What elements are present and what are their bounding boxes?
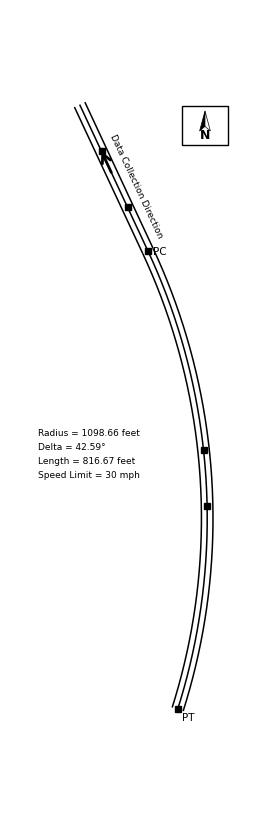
Polygon shape bbox=[200, 112, 205, 132]
Polygon shape bbox=[205, 112, 210, 132]
FancyBboxPatch shape bbox=[182, 107, 228, 145]
Text: N: N bbox=[200, 129, 210, 142]
Text: Data Collection Direction: Data Collection Direction bbox=[108, 133, 164, 239]
Text: Radius = 1098.66 feet
Delta = 42.59°
Length = 816.67 feet
Speed Limit = 30 mph: Radius = 1098.66 feet Delta = 42.59° Len… bbox=[38, 429, 140, 479]
Text: PT: PT bbox=[182, 712, 195, 722]
Text: PC: PC bbox=[153, 247, 166, 257]
